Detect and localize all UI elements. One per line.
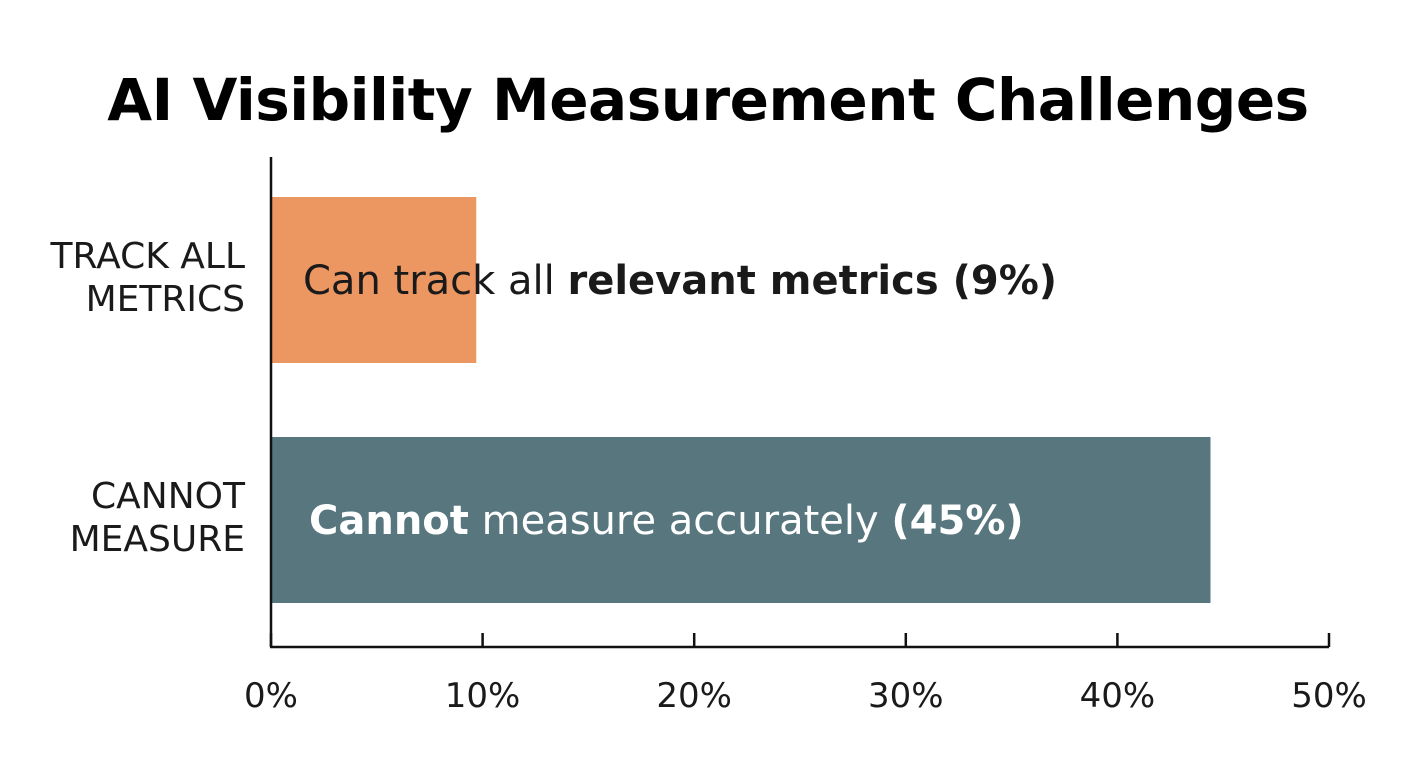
x-tick-label: 40% xyxy=(1080,676,1156,716)
bars-group xyxy=(271,197,1211,603)
x-tick-label: 50% xyxy=(1291,676,1367,716)
axes-group: 0% 10% 20% 30% 40% 50% xyxy=(244,157,1367,716)
x-tick-label: 0% xyxy=(244,676,298,716)
x-tick-label: 10% xyxy=(445,676,521,716)
bar-0 xyxy=(271,197,477,363)
category-label: TRACK ALL METRICS xyxy=(50,236,245,320)
bar-data-label: Cannot measure accurately (45%) xyxy=(309,498,1024,544)
category-label: CANNOT MEASURE xyxy=(70,476,246,560)
bar-1 xyxy=(271,437,1211,603)
x-tick-label: 20% xyxy=(656,676,732,716)
bar-data-label: Can track all relevant metrics (9%) xyxy=(303,258,1057,304)
labels-group: TRACK ALL METRICS CANNOT MEASURE Can track a… xyxy=(50,236,1058,560)
x-tick-label: 30% xyxy=(868,676,944,716)
chart-title: AI Visibility Measurement Challenges xyxy=(107,66,1308,134)
